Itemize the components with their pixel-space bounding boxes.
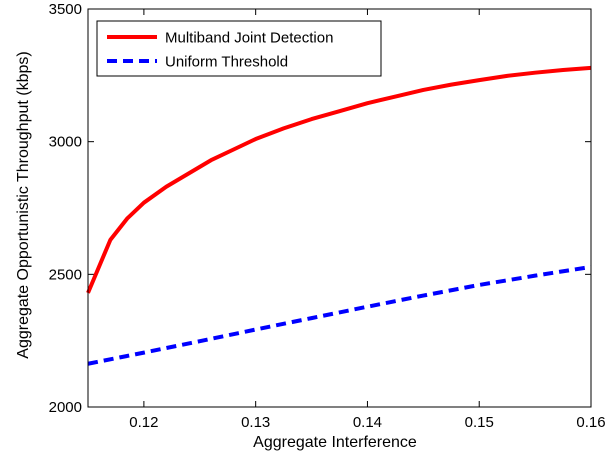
y-tick-label: 3000 xyxy=(49,134,82,151)
legend-box xyxy=(96,20,382,77)
y-tick-label: 2000 xyxy=(49,399,82,416)
x-tick-label: 0.15 xyxy=(465,414,494,431)
x-tick-label: 0.14 xyxy=(353,414,382,431)
x-tick-label: 0.12 xyxy=(129,414,158,431)
series-line-multiband-joint-detection xyxy=(86,65,592,294)
legend: Multiband Joint Detection Uniform Thresh… xyxy=(96,20,382,77)
x-axis-label: Aggregate Interference xyxy=(253,434,417,451)
chart-series xyxy=(86,65,592,366)
y-axis-label: Aggregate Opportunistic Throughput (kbps… xyxy=(15,51,32,358)
legend-label-multiband-joint-detection: Multiband Joint Detection xyxy=(165,30,333,47)
x-tick-label: 0.13 xyxy=(241,414,270,431)
x-tick-label: 0.16 xyxy=(576,414,605,431)
plot-area-frame xyxy=(87,8,592,408)
legend-label-uniform-threshold: Uniform Threshold xyxy=(165,54,288,71)
tick-labels: 0.12 0.13 0.14 0.15 0.16 2000 2500 3000 3500 xyxy=(49,1,606,431)
y-tick-label: 2500 xyxy=(49,266,82,283)
series-line-uniform-threshold xyxy=(87,264,592,366)
y-tick-label: 3500 xyxy=(49,1,82,18)
